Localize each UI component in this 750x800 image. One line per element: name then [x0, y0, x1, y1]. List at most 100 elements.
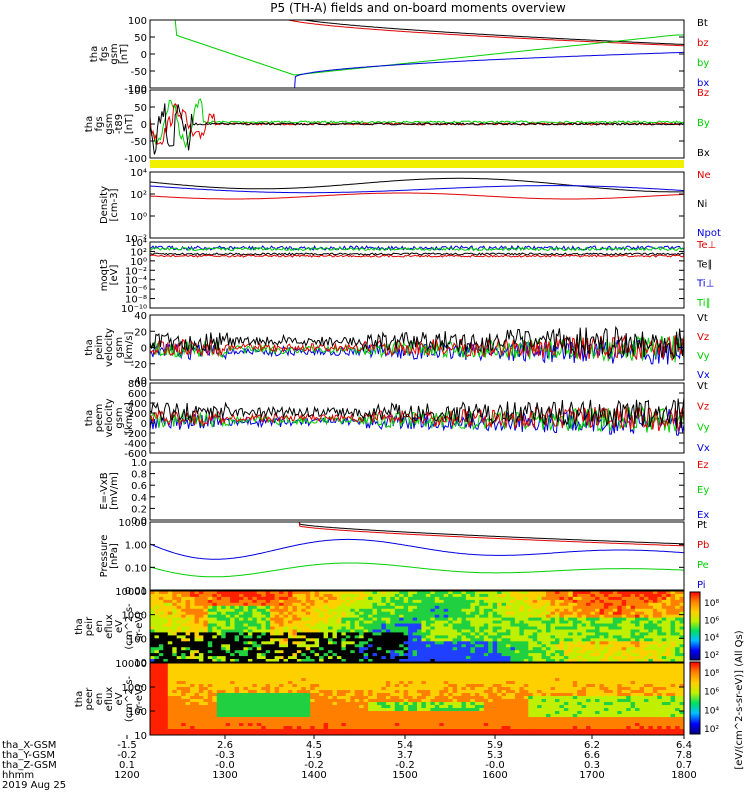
- spectro-cell: [675, 629, 681, 634]
- spectro-cell: [292, 690, 298, 694]
- spectro-cell: [239, 675, 244, 679]
- spectro-cell: [154, 666, 160, 670]
- spectro-cell: [332, 690, 338, 694]
- spectro-cell: [190, 732, 196, 735]
- spectro-cell: [555, 632, 560, 636]
- spectro-cell: [221, 608, 227, 613]
- spectro-cell: [652, 659, 658, 662]
- spectro-cell: [461, 602, 467, 607]
- spectro-cell: [377, 678, 382, 682]
- spectro-cell: [252, 594, 258, 598]
- spectro-cell: [439, 696, 445, 700]
- spectro-cell: [448, 693, 454, 697]
- spectro-cell: [310, 653, 316, 657]
- spectro-cell: [252, 708, 258, 712]
- spectro-cell: [158, 656, 164, 660]
- spectro-cell: [465, 653, 471, 657]
- spectro-cell: [443, 650, 449, 654]
- spectro-cell: [363, 641, 369, 645]
- spectro-cell: [230, 605, 236, 610]
- spectro-cell: [595, 650, 600, 654]
- spectro-cell: [479, 632, 485, 636]
- spectro-cell: [635, 605, 640, 610]
- spectro-cell: [332, 684, 338, 688]
- spectro-cell: [439, 672, 445, 676]
- spectro-cell: [408, 611, 414, 616]
- spectro-cell: [461, 669, 467, 673]
- spectro-cell: [510, 659, 516, 662]
- spectro-cell: [617, 617, 623, 622]
- spectro-cell: [368, 647, 374, 651]
- spectro-cell: [403, 617, 409, 622]
- spectro-cell: [176, 663, 182, 667]
- spectro-cell: [198, 599, 204, 604]
- spectro-cell: [203, 705, 209, 709]
- spectro-cell: [198, 681, 204, 685]
- spectro-cell: [421, 666, 427, 670]
- spectro-cell: [341, 723, 347, 727]
- spectro-cell: [590, 623, 596, 628]
- spectro-cell: [350, 675, 356, 679]
- spectro-cell: [630, 623, 636, 628]
- spectro-cell: [167, 717, 173, 721]
- spectro-cell: [461, 732, 467, 735]
- spectro-cell: [461, 635, 467, 639]
- spectro-cell: [203, 696, 209, 700]
- spectro-cell: [270, 726, 276, 730]
- spectro-cell: [408, 663, 414, 667]
- spectro-cell: [586, 617, 592, 622]
- spectro-cell: [381, 708, 387, 712]
- spectro-cell: [154, 663, 160, 667]
- spectro-cell: [408, 626, 414, 631]
- spectro-cell: [630, 591, 636, 595]
- spectro-cell: [323, 641, 329, 645]
- spectro-cell: [546, 623, 551, 628]
- spectro-cell: [599, 650, 605, 654]
- spectro-cell: [225, 629, 231, 634]
- spectro-cell: [265, 711, 271, 715]
- spectro-cell: [434, 699, 440, 703]
- spectro-cell: [412, 594, 418, 598]
- spectro-cell: [158, 629, 164, 634]
- spectro-cell: [314, 687, 320, 691]
- spectro-cell: [230, 629, 236, 634]
- spectro-cell: [399, 620, 405, 625]
- spectro-cell: [363, 678, 369, 682]
- spectro-cell: [288, 678, 293, 682]
- spectro-cell: [457, 681, 463, 685]
- spectro-cell: [203, 605, 209, 610]
- spectro-cell: [198, 720, 204, 724]
- spectro-cell: [212, 653, 218, 657]
- spectro-cell: [403, 635, 409, 639]
- spectro-cell: [425, 617, 431, 622]
- spectro-cell: [261, 705, 267, 709]
- spectro-cell: [341, 669, 347, 673]
- spectro-cell: [595, 611, 600, 616]
- spectro-cell: [532, 605, 538, 610]
- spectro-cell: [670, 611, 676, 616]
- spectro-cell: [252, 666, 258, 670]
- spectro-cell: [274, 594, 280, 598]
- spectro-cell: [434, 623, 440, 628]
- spectro-cell: [319, 708, 325, 712]
- spectro-cell: [430, 681, 436, 685]
- spectro-cell: [207, 641, 213, 645]
- spectro-cell: [252, 693, 258, 697]
- spectro-cell: [212, 663, 218, 667]
- spectro-cell: [479, 599, 485, 604]
- spectro-cell: [332, 644, 338, 648]
- spectro-cell: [586, 635, 592, 639]
- spectro-cell: [399, 611, 405, 616]
- spectro-cell: [359, 663, 365, 667]
- spectro-cell: [332, 720, 338, 724]
- spectro-cell: [256, 626, 262, 631]
- spectro-cell: [403, 656, 409, 660]
- spectro-cell: [679, 629, 684, 634]
- spectro-cell: [354, 678, 360, 682]
- spectro-cell: [572, 594, 578, 598]
- spectro-cell: [421, 690, 427, 694]
- spectro-cell: [448, 605, 454, 610]
- spectro-cell: [666, 617, 672, 622]
- spectro-cell: [256, 641, 262, 645]
- series-line: [301, 20, 684, 45]
